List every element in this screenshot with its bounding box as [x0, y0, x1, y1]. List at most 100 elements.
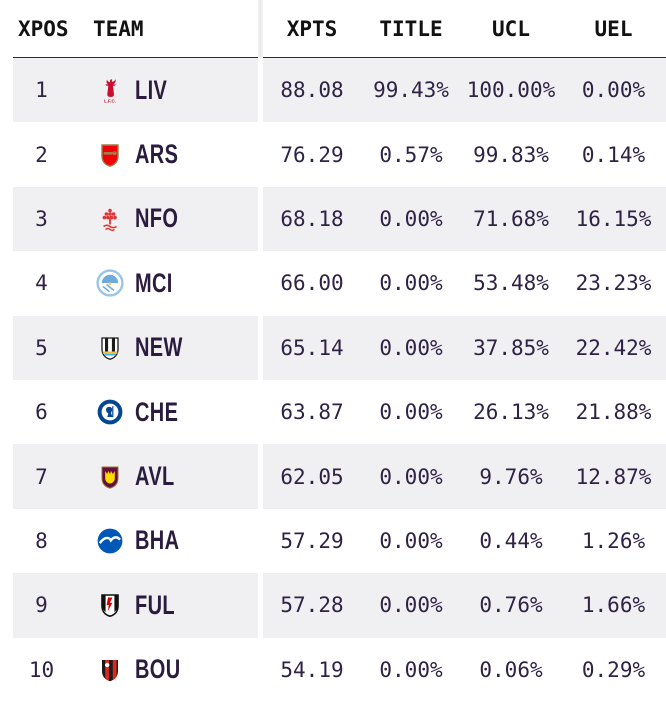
- team-cell-group: 7 AVL: [13, 444, 258, 509]
- title-probability: 0.00%: [379, 400, 443, 425]
- xpts-value: 57.29: [280, 528, 344, 553]
- title-probability: 0.00%: [379, 271, 443, 296]
- team-cell-group: 5 NEW: [13, 315, 258, 380]
- position-value: 5: [35, 335, 48, 360]
- team-cell-group: 8 BHA: [13, 509, 258, 573]
- stats-cell-group: 57.29 0.00% 0.44% 1.26%: [263, 509, 666, 573]
- chelsea-crest-icon: [96, 398, 124, 426]
- table-row: 4 MCI 66.00 0.00% 53.48% 23.23%: [0, 251, 666, 316]
- team-abbreviation: BHA: [135, 525, 180, 556]
- table-header-left: XPOS TEAM: [13, 0, 258, 58]
- table-row: 2 ARS 76.29 0.57% 99.83% 0.14%: [0, 122, 666, 187]
- bournemouth-crest-icon: [96, 656, 124, 684]
- arsenal-crest-icon: [96, 141, 124, 169]
- column-divider: [258, 508, 263, 574]
- uel-probability: 0.00%: [581, 78, 646, 103]
- liverpool-crest-icon: L.F.C.: [96, 76, 124, 104]
- table-row: 9 FUL 57.28 0.00% 0.76% 1.66%: [0, 573, 666, 638]
- team-cell-group: 6 CHE: [13, 380, 258, 444]
- column-divider: [258, 573, 263, 638]
- stats-cell-group: 88.08 99.43% 100.00% 0.00%: [263, 58, 666, 123]
- table-row: 8 BHA 57.29 0.00% 0.44% 1.26%: [0, 508, 666, 574]
- column-header-ucl: UCL: [492, 16, 530, 41]
- title-probability: 99.43%: [373, 78, 449, 103]
- man-city-crest-icon: [96, 269, 124, 297]
- table-row: 6 CHE 63.87 0.00% 26.13% 21.88%: [0, 379, 666, 445]
- position-value: 4: [35, 271, 48, 296]
- title-probability: 0.00%: [379, 657, 443, 682]
- title-probability: 0.00%: [379, 206, 443, 231]
- uel-probability: 16.15%: [575, 206, 652, 231]
- column-divider: [258, 251, 263, 316]
- title-probability: 0.00%: [379, 528, 443, 553]
- xpts-value: 65.14: [280, 335, 344, 360]
- column-header-team: TEAM: [93, 16, 144, 41]
- fulham-crest-icon: [96, 591, 124, 619]
- column-divider: [258, 122, 263, 187]
- stats-cell-group: 65.14 0.00% 37.85% 22.42%: [263, 315, 666, 380]
- uel-probability: 1.26%: [581, 528, 646, 553]
- table-body: 1 L.F.C. LIV 88.08 99.43% 100.00% 0.00% 2 ARS 7…: [0, 58, 666, 702]
- newcastle-crest-icon: [96, 334, 124, 362]
- ucl-probability: 100.00%: [466, 78, 556, 103]
- stats-cell-group: 54.19 0.00% 0.06% 0.29%: [263, 638, 666, 702]
- xpts-value: 76.29: [280, 142, 344, 167]
- column-divider: [258, 444, 263, 509]
- title-probability: 0.00%: [379, 464, 443, 489]
- xpts-value: 66.00: [280, 271, 344, 296]
- position-value: 9: [35, 593, 48, 618]
- column-divider: [258, 186, 263, 252]
- uel-probability: 22.42%: [575, 335, 652, 360]
- stats-cell-group: 63.87 0.00% 26.13% 21.88%: [263, 380, 666, 444]
- uel-probability: 12.87%: [575, 464, 652, 489]
- column-header-title: TITLE: [379, 16, 443, 41]
- table-row: 10 BOU 54.19 0.00% 0.06% 0.29%: [0, 637, 666, 702]
- table-header-right: XPTS TITLE UCL UEL: [263, 0, 666, 58]
- column-header-uel: UEL: [594, 16, 633, 41]
- table-row: 3 NFO 68.18 0.00% 71.68% 16.15%: [0, 186, 666, 252]
- xpts-value: 63.87: [280, 400, 344, 425]
- xpts-value: 68.18: [280, 206, 344, 231]
- team-abbreviation: NFO: [135, 203, 179, 234]
- title-probability: 0.00%: [379, 593, 443, 618]
- column-divider: [258, 637, 263, 702]
- aston-villa-crest-icon: [96, 463, 124, 491]
- ucl-probability: 53.48%: [473, 271, 549, 296]
- stats-cell-group: 68.18 0.00% 71.68% 16.15%: [263, 186, 666, 252]
- position-value: 6: [35, 400, 48, 425]
- title-probability: 0.00%: [379, 335, 443, 360]
- team-abbreviation: CHE: [135, 396, 179, 427]
- column-header-xpos: XPOS: [18, 16, 69, 41]
- team-cell-group: 1 L.F.C. LIV: [13, 58, 258, 123]
- team-abbreviation: BOU: [135, 654, 181, 685]
- uel-probability: 23.23%: [575, 271, 652, 296]
- column-divider: [258, 379, 263, 445]
- team-cell-group: 9 FUL: [13, 573, 258, 638]
- table-row: 7 AVL 62.05 0.00% 9.76% 12.87%: [0, 444, 666, 509]
- team-cell-group: 2 ARS: [13, 122, 258, 186]
- ucl-probability: 71.68%: [473, 206, 549, 231]
- ucl-probability: 99.83%: [473, 142, 549, 167]
- table-row: 5 NEW 65.14 0.00% 37.85% 22.42%: [0, 315, 666, 380]
- column-header-xpts: XPTS: [286, 16, 338, 41]
- uel-probability: 1.66%: [581, 593, 646, 618]
- column-divider: [258, 58, 263, 123]
- ucl-probability: 0.44%: [479, 528, 543, 553]
- position-value: 2: [35, 142, 48, 167]
- stats-cell-group: 76.29 0.57% 99.83% 0.14%: [263, 122, 666, 186]
- team-abbreviation: NEW: [135, 332, 183, 363]
- ucl-probability: 37.85%: [473, 335, 549, 360]
- brighton-crest-icon: [96, 527, 124, 555]
- position-value: 3: [35, 206, 48, 231]
- stats-cell-group: 62.05 0.00% 9.76% 12.87%: [263, 444, 666, 509]
- ucl-probability: 0.76%: [479, 593, 543, 618]
- team-cell-group: 4 MCI: [13, 251, 258, 315]
- stats-cell-group: 57.28 0.00% 0.76% 1.66%: [263, 573, 666, 638]
- table-header-row: XPOS TEAM XPTS TITLE UCL UEL: [0, 0, 666, 58]
- position-value: 7: [35, 464, 48, 489]
- xpts-value: 88.08: [280, 78, 344, 103]
- ucl-probability: 26.13%: [473, 400, 549, 425]
- position-value: 8: [35, 528, 48, 553]
- ucl-probability: 0.06%: [479, 657, 543, 682]
- nottingham-forest-crest-icon: [96, 205, 124, 233]
